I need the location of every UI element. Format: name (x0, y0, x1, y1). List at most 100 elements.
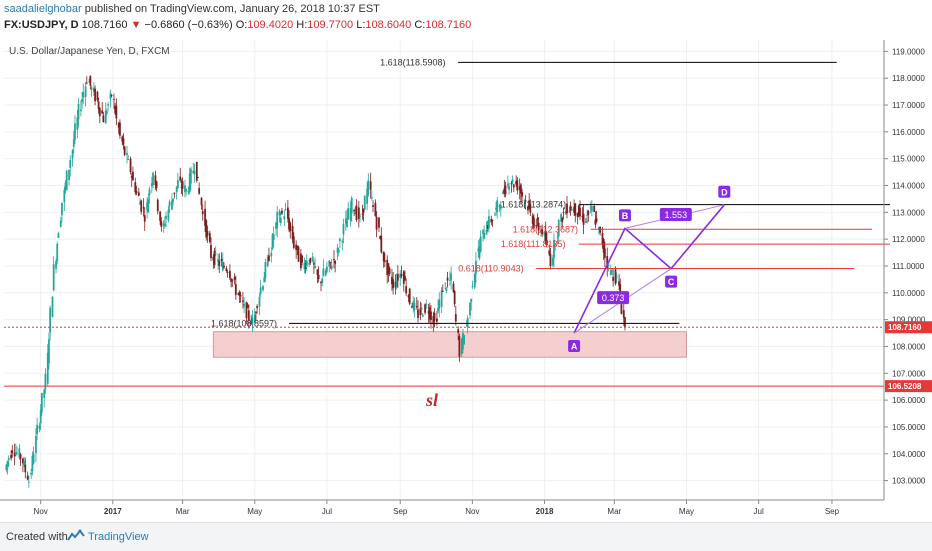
price-tick-label: 104.0000 (892, 450, 926, 459)
candle-body (493, 214, 496, 216)
candle-body (92, 87, 95, 93)
candle-body (85, 82, 88, 84)
candle-body (540, 230, 542, 234)
candle-body (363, 196, 366, 210)
candle-body (551, 257, 554, 266)
candle-body (129, 158, 132, 173)
candle-body (404, 275, 406, 281)
candle-body (541, 229, 544, 235)
candle-body (369, 181, 372, 190)
price-axis[interactable]: 103.0000 104.0000 105.0000 106.0000 107.0000… (883, 40, 932, 500)
candle-body (200, 197, 203, 206)
candle-body (490, 218, 493, 223)
candle-body (10, 454, 12, 459)
candle-body (305, 260, 308, 267)
candle-body (230, 278, 232, 282)
candle-body (353, 210, 356, 212)
candle-body (477, 248, 480, 252)
pattern-point-badge[interactable] (665, 275, 678, 288)
candle-body (528, 200, 531, 208)
tradingview-logo-icon[interactable] (66, 529, 86, 548)
candle-body (479, 236, 482, 252)
fib-label: 1.618(118.5908) (380, 57, 445, 67)
horizontal-lines: 1.618(118.5908) 1.618(113.2874) 1.618(112.… (4, 57, 890, 387)
time-tick-label: Nov (465, 507, 479, 516)
price-chart[interactable]: 1.618(118.5908) 1.618(113.2874) 1.618(112.… (0, 0, 932, 522)
published-text: published on TradingView.com, January 26… (84, 3, 380, 15)
candle-body (40, 392, 43, 413)
candle-body (246, 305, 249, 308)
candle-body (391, 277, 393, 285)
pattern-path (573, 204, 725, 334)
candle-body (283, 216, 286, 220)
tradingview-brand[interactable]: TradingView (88, 531, 149, 543)
candle-body (264, 262, 267, 279)
symbol-label[interactable]: FX:USDJPY, D (4, 19, 79, 31)
candle-body (270, 252, 273, 257)
candle-body (388, 267, 391, 274)
candle-body (253, 314, 256, 323)
candle-body (256, 306, 259, 309)
time-axis[interactable]: Nov 2017 Mar May Jul Sep Nov 2018 Mar May Jul Sep (0, 499, 884, 516)
candle-body (197, 176, 199, 178)
author-link[interactable]: saadalielghobar (4, 3, 82, 15)
candle-body (68, 169, 70, 181)
candle-body (454, 314, 457, 322)
candle-body (32, 453, 35, 464)
candle-body (243, 303, 246, 307)
candle-body (51, 296, 54, 318)
candle-body (143, 215, 146, 222)
time-tick-label: 2018 (536, 507, 554, 516)
candle-body (82, 91, 85, 98)
candle-body (402, 271, 405, 284)
pattern-point-badge[interactable] (718, 185, 731, 198)
candle-body (607, 264, 610, 266)
candle-body (5, 464, 8, 470)
candle-body (564, 210, 567, 215)
candle-body (7, 458, 10, 461)
candle-body (556, 236, 559, 238)
candle-body (101, 110, 104, 114)
candle-body (187, 190, 190, 193)
candle-body (603, 248, 606, 258)
candle-body (250, 322, 253, 324)
candle-body (150, 183, 153, 187)
candle-body (470, 298, 473, 303)
candle-body (140, 200, 143, 212)
candle-body (326, 266, 328, 272)
candle-body (568, 211, 571, 213)
fib-label: 0.618(110.9043) (458, 264, 523, 274)
candle-body (154, 175, 157, 186)
ratio-badge[interactable] (659, 208, 692, 222)
candle-body (346, 218, 348, 228)
candle-body (59, 220, 62, 227)
candle-body (292, 236, 295, 248)
candle-body (44, 373, 47, 390)
candle-body (438, 299, 441, 309)
candle-body (137, 192, 140, 196)
candle-body (255, 312, 257, 314)
candle-body (268, 255, 270, 261)
pattern-point-badge[interactable] (568, 340, 581, 353)
price-tick-label: 119.0000 (892, 47, 925, 56)
candle-body (56, 243, 59, 262)
candle-body (553, 239, 555, 259)
candle-body (609, 270, 612, 275)
candle-body (96, 91, 99, 101)
candle-body (160, 221, 163, 227)
candle-body (223, 265, 225, 268)
candle-body (347, 208, 350, 220)
chart-title: U.S. Dollar/Japanese Yen, D, FXCM (9, 46, 170, 57)
price-tick-label: 103.0000 (892, 477, 926, 486)
price-tick-label: 115.0000 (892, 155, 925, 164)
candle-body (192, 170, 195, 173)
candle-body (23, 460, 26, 465)
candle-body (212, 256, 215, 261)
candle-body (234, 284, 237, 295)
ratio-badge[interactable] (597, 291, 630, 305)
candle-body (336, 247, 339, 253)
candle-body (65, 170, 68, 191)
candle-body (168, 201, 171, 206)
candle-body (544, 230, 547, 244)
pattern-point-badge[interactable] (618, 209, 631, 222)
